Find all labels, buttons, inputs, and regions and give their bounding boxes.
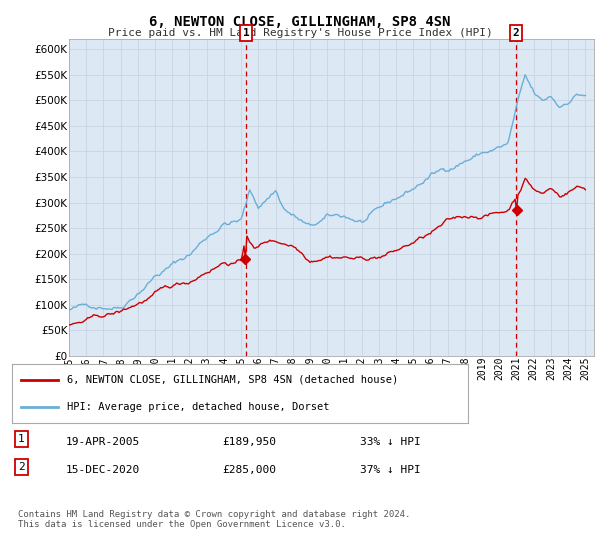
- Text: 6, NEWTON CLOSE, GILLINGHAM, SP8 4SN: 6, NEWTON CLOSE, GILLINGHAM, SP8 4SN: [149, 15, 451, 29]
- Text: 1: 1: [243, 28, 250, 38]
- Text: £285,000: £285,000: [222, 465, 276, 475]
- Text: HPI: Average price, detached house, Dorset: HPI: Average price, detached house, Dors…: [67, 402, 329, 412]
- Text: £189,950: £189,950: [222, 437, 276, 447]
- Text: 37% ↓ HPI: 37% ↓ HPI: [360, 465, 421, 475]
- Text: 19-APR-2005: 19-APR-2005: [66, 437, 140, 447]
- Text: 15-DEC-2020: 15-DEC-2020: [66, 465, 140, 475]
- Text: 6, NEWTON CLOSE, GILLINGHAM, SP8 4SN (detached house): 6, NEWTON CLOSE, GILLINGHAM, SP8 4SN (de…: [67, 375, 398, 385]
- Text: 33% ↓ HPI: 33% ↓ HPI: [360, 437, 421, 447]
- Text: 1: 1: [18, 434, 25, 444]
- Text: Price paid vs. HM Land Registry's House Price Index (HPI): Price paid vs. HM Land Registry's House …: [107, 28, 493, 38]
- Text: 2: 2: [18, 462, 25, 472]
- Text: Contains HM Land Registry data © Crown copyright and database right 2024.
This d: Contains HM Land Registry data © Crown c…: [18, 510, 410, 529]
- Text: 2: 2: [512, 28, 519, 38]
